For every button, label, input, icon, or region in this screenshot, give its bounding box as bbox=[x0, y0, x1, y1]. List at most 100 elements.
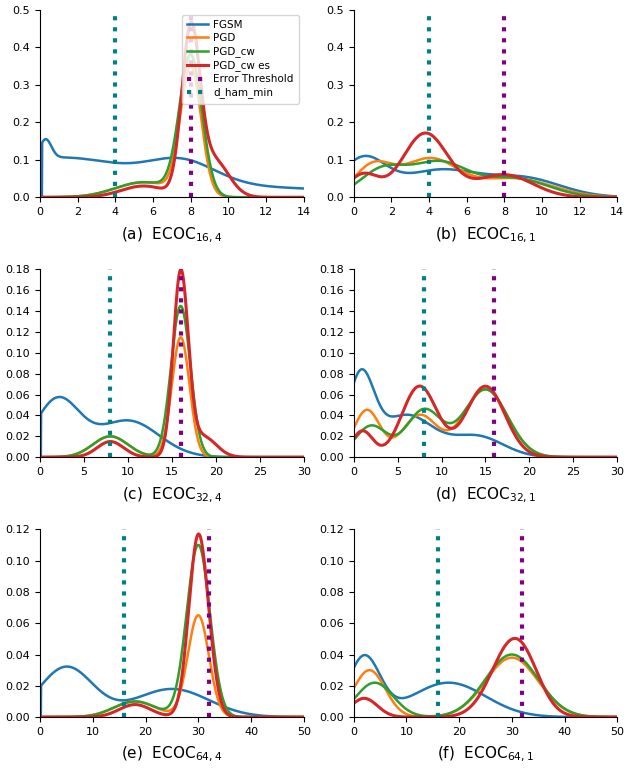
Line: PGD: PGD bbox=[40, 615, 304, 717]
PGD_cw es bbox=[37, 453, 44, 462]
PGD_cw es bbox=[217, 698, 225, 707]
PGD_cw bbox=[152, 178, 160, 187]
FGSM bbox=[247, 179, 255, 188]
FGSM bbox=[56, 393, 64, 402]
FGSM bbox=[300, 712, 307, 721]
Line: PGD_cw es: PGD_cw es bbox=[40, 22, 304, 197]
FGSM bbox=[457, 430, 464, 440]
FGSM bbox=[242, 708, 249, 718]
Line: PGD: PGD bbox=[40, 66, 304, 197]
PGD_cw bbox=[300, 453, 307, 462]
PGD bbox=[247, 192, 255, 202]
FGSM bbox=[37, 192, 44, 202]
FGSM bbox=[614, 712, 621, 721]
PGD bbox=[217, 453, 225, 462]
FGSM bbox=[152, 687, 160, 696]
PGD bbox=[614, 453, 621, 462]
PGD bbox=[300, 453, 307, 462]
PGD_cw bbox=[556, 700, 563, 709]
FGSM bbox=[556, 712, 563, 721]
PGD bbox=[247, 453, 255, 462]
Line: FGSM: FGSM bbox=[40, 667, 304, 717]
FGSM bbox=[37, 712, 44, 721]
Line: PGD: PGD bbox=[353, 658, 617, 717]
PGD_cw bbox=[377, 162, 384, 172]
PGD_cw es bbox=[614, 192, 621, 202]
PGD_cw es bbox=[466, 400, 474, 409]
PGD bbox=[508, 653, 515, 662]
Line: FGSM: FGSM bbox=[40, 397, 304, 457]
PGD_cw es bbox=[242, 453, 249, 462]
PGD_cw es bbox=[556, 705, 563, 715]
FGSM bbox=[531, 174, 539, 183]
PGD_cw es bbox=[63, 453, 71, 462]
FGSM bbox=[300, 453, 307, 462]
PGD_cw es bbox=[561, 453, 568, 462]
PGD_cw bbox=[531, 670, 539, 679]
PGD_cw es bbox=[511, 634, 518, 643]
X-axis label: (c)  ECOC$_{32,4}$: (c) ECOC$_{32,4}$ bbox=[122, 485, 222, 504]
FGSM bbox=[217, 701, 225, 710]
PGD bbox=[152, 703, 160, 712]
PGD_cw es bbox=[350, 699, 357, 708]
PGD bbox=[531, 672, 539, 681]
Line: PGD: PGD bbox=[353, 390, 617, 457]
FGSM bbox=[561, 453, 568, 462]
FGSM bbox=[358, 365, 366, 374]
FGSM bbox=[556, 181, 563, 190]
PGD_cw bbox=[63, 712, 71, 721]
PGD_cw es bbox=[556, 453, 563, 462]
PGD_cw bbox=[556, 452, 563, 461]
PGD_cw es bbox=[247, 191, 255, 200]
PGD_cw es bbox=[300, 712, 307, 721]
PGD_cw es bbox=[556, 189, 563, 199]
PGD_cw bbox=[300, 192, 307, 202]
PGD bbox=[457, 414, 464, 424]
PGD_cw es bbox=[247, 453, 255, 462]
PGD bbox=[350, 424, 357, 434]
PGD_cw bbox=[614, 712, 621, 721]
PGD_cw bbox=[531, 447, 539, 457]
PGD_cw es bbox=[350, 434, 357, 444]
PGD_cw es bbox=[242, 189, 249, 199]
PGD bbox=[143, 699, 151, 708]
PGD_cw bbox=[195, 541, 202, 550]
PGD bbox=[37, 192, 44, 202]
FGSM bbox=[143, 156, 151, 166]
FGSM bbox=[64, 662, 71, 671]
Line: PGD_cw es: PGD_cw es bbox=[40, 270, 304, 457]
PGD_cw bbox=[217, 453, 225, 462]
PGD_cw es bbox=[143, 182, 151, 191]
FGSM bbox=[247, 710, 255, 719]
FGSM bbox=[64, 395, 71, 404]
PGD_cw es bbox=[242, 712, 249, 721]
PGD_cw es bbox=[300, 453, 307, 462]
PGD bbox=[63, 451, 71, 460]
PGD_cw bbox=[350, 436, 357, 445]
Line: FGSM: FGSM bbox=[353, 370, 617, 457]
PGD bbox=[561, 453, 568, 462]
PGD_cw bbox=[37, 192, 44, 202]
PGD_cw es bbox=[247, 712, 255, 721]
PGD_cw bbox=[217, 189, 225, 198]
PGD_cw es bbox=[377, 704, 384, 713]
PGD_cw es bbox=[614, 453, 621, 462]
Line: PGD_cw: PGD_cw bbox=[353, 161, 617, 197]
PGD_cw bbox=[247, 453, 255, 462]
PGD_cw bbox=[242, 192, 249, 202]
PGD_cw bbox=[614, 453, 621, 462]
FGSM bbox=[152, 155, 160, 164]
FGSM bbox=[457, 166, 464, 175]
X-axis label: (d)  ECOC$_{32,1}$: (d) ECOC$_{32,1}$ bbox=[435, 485, 536, 504]
FGSM bbox=[152, 429, 160, 438]
PGD_cw bbox=[466, 695, 474, 705]
PGD bbox=[242, 192, 249, 202]
PGD bbox=[143, 178, 151, 187]
PGD bbox=[247, 712, 255, 721]
PGD_cw es bbox=[37, 192, 44, 202]
PGD_cw es bbox=[614, 712, 621, 721]
PGD_cw bbox=[177, 301, 185, 310]
FGSM bbox=[466, 167, 474, 176]
PGD bbox=[466, 696, 474, 705]
PGD bbox=[152, 450, 160, 459]
